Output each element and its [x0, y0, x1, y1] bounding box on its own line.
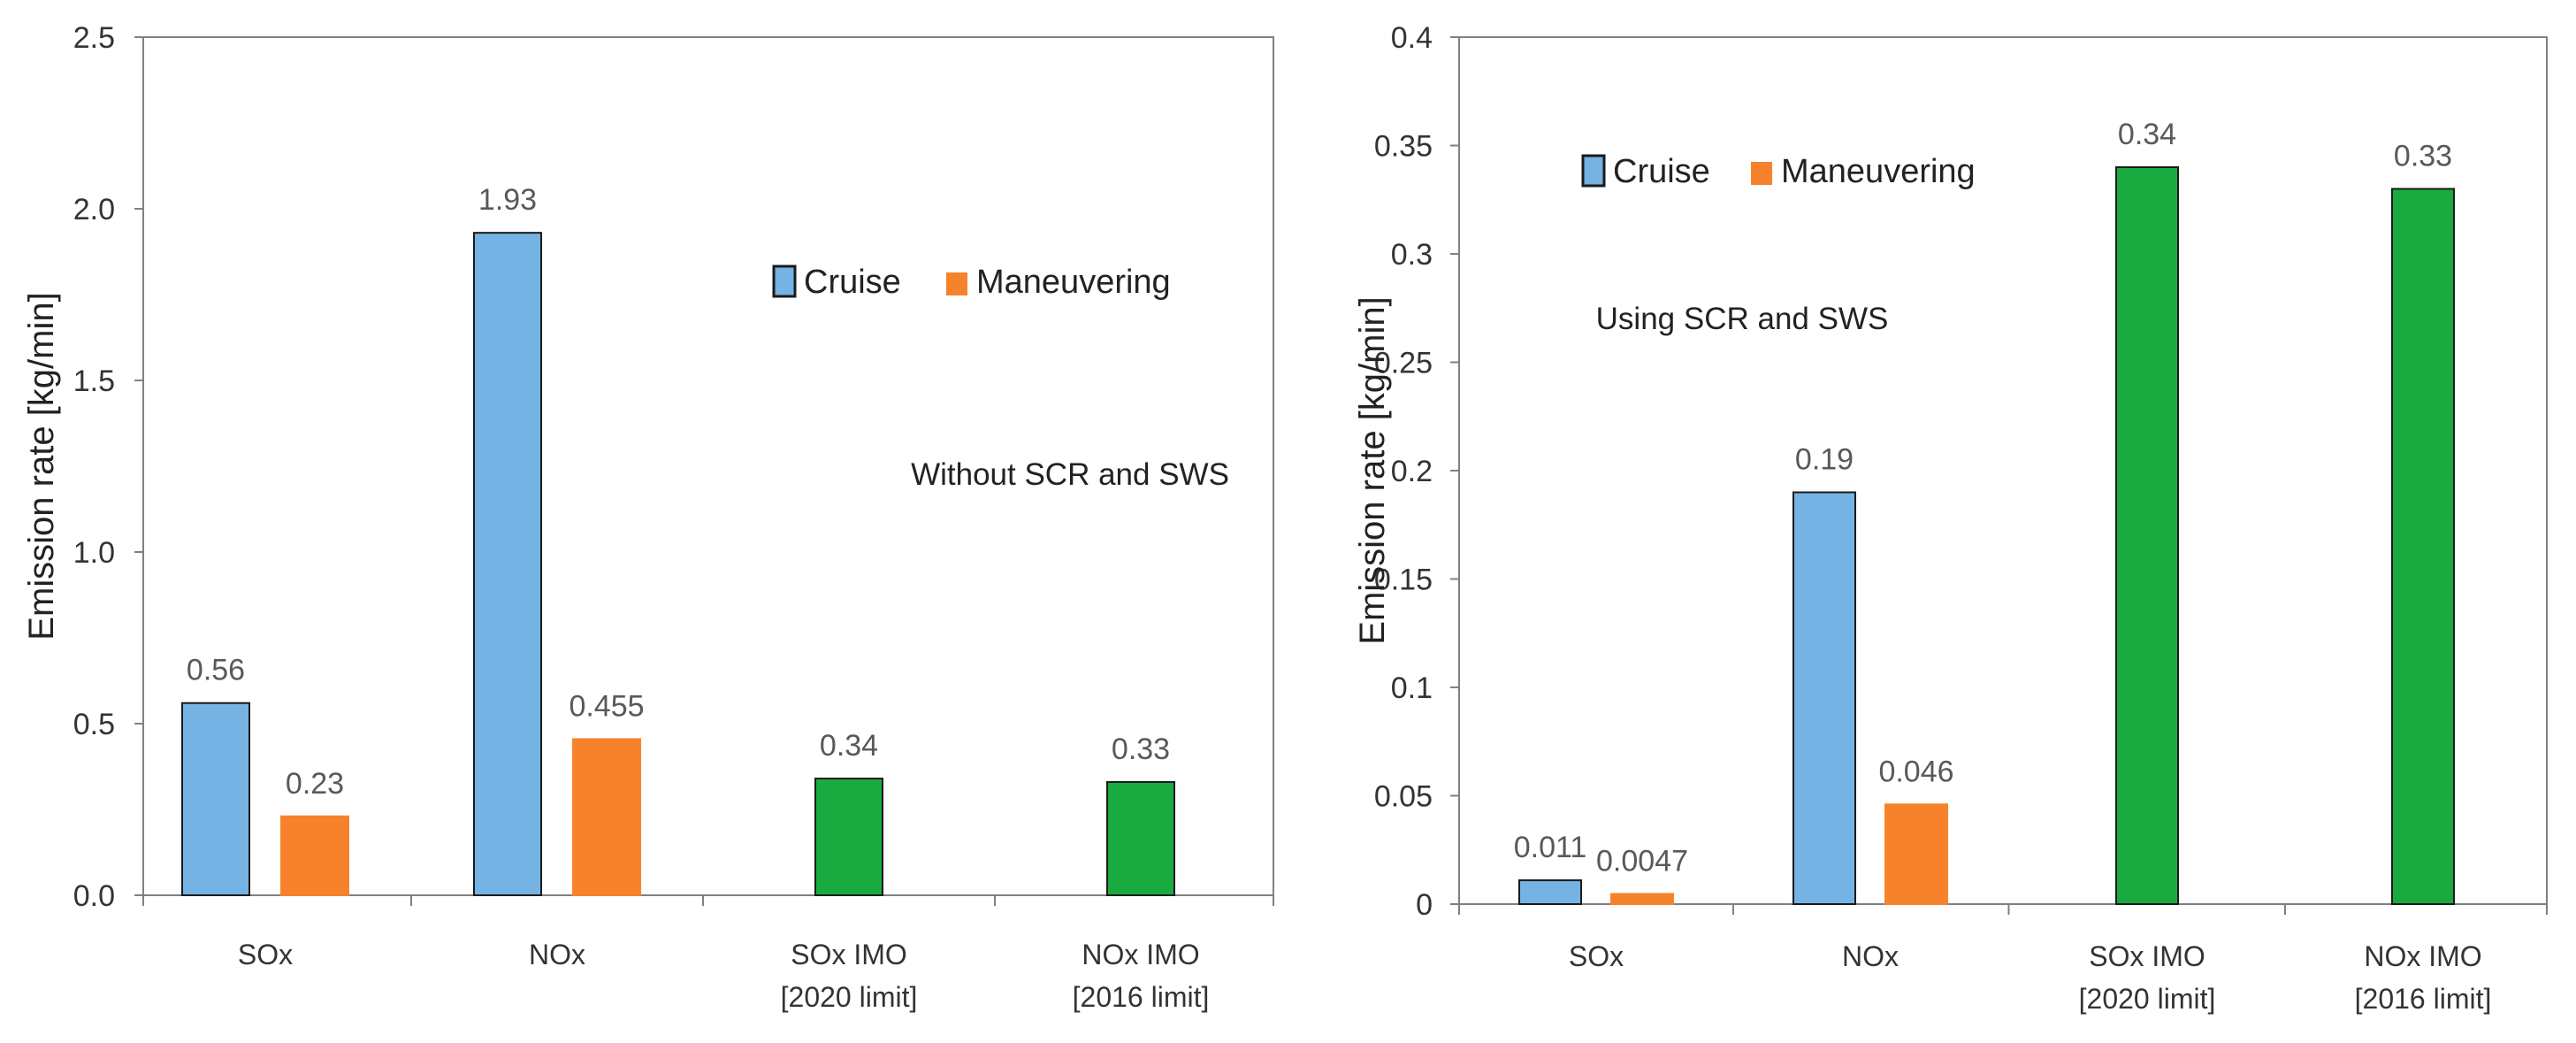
x-category-label: SOx IMO	[2089, 940, 2205, 972]
bar-maneuvering	[280, 815, 349, 897]
y-tick-label: 0.0	[73, 879, 115, 913]
y-tick-label: 1.0	[73, 536, 115, 570]
bar-cruise	[473, 232, 542, 897]
y-tick-label: 2.0	[73, 193, 115, 226]
legend-label-cruise: Cruise	[1613, 153, 1710, 190]
y-tick-label: 1.5	[73, 364, 115, 398]
chart-without-scr: 0.0 0.5 1.0 1.5 2.0 2.5 Emission rate [kg/min]…	[22, 21, 1274, 1013]
bar-cruise	[181, 702, 250, 896]
y-tick-label: 0.35	[1374, 130, 1433, 164]
x-category-label-line2: [2016 limit]	[2355, 983, 2492, 1015]
x-category-label: SOx IMO	[791, 939, 907, 970]
legend-label-maneuvering: Maneuvering	[976, 264, 1171, 301]
legend-swatch-cruise	[1581, 154, 1606, 188]
bar-imo	[1106, 780, 1175, 897]
legend: Cruise Maneuvering	[772, 264, 1171, 301]
legend: Cruise Maneuvering	[1581, 153, 1976, 190]
y-tick-label: 0.5	[73, 708, 115, 741]
chart-annotation: Using SCR and SWS	[1596, 302, 1889, 336]
chart-using-scr: 0 0.05 0.1 0.15 0.2 0.25 0.3 0.35 0.4 Emission ra…	[1353, 21, 2548, 1015]
data-label: 0.34	[2118, 118, 2176, 151]
plot-frame	[142, 36, 1274, 896]
bar-cruise	[1518, 879, 1582, 905]
x-category-label: SOx	[1569, 940, 1624, 972]
y-tick-label: 0.05	[1374, 780, 1433, 814]
legend-label-cruise: Cruise	[804, 264, 901, 301]
y-tick-label: 0.4	[1391, 21, 1433, 55]
y-tick-label: 0.3	[1391, 238, 1433, 272]
x-category-label-line2: [2020 limit]	[2079, 983, 2216, 1015]
legend-label-maneuvering: Maneuvering	[1781, 153, 1976, 190]
bar-maneuvering	[572, 738, 641, 897]
y-axis-label: Emission rate [kg/min]	[1353, 296, 1392, 644]
data-label: 1.93	[478, 183, 537, 217]
data-label: 0.0047	[1596, 844, 1688, 878]
bar-imo	[2391, 188, 2455, 905]
x-category-label: NOx IMO	[2364, 940, 2481, 972]
bar-maneuvering	[1610, 893, 1674, 905]
y-axis-label: Emission rate [kg/min]	[22, 292, 61, 640]
data-label: 0.33	[2394, 140, 2452, 173]
bar-cruise	[1792, 491, 1856, 905]
x-category-label: NOx	[1842, 940, 1899, 972]
data-label: 0.046	[1878, 755, 1953, 788]
data-label: 0.23	[286, 767, 344, 801]
x-category-label: NOx IMO	[1082, 939, 1199, 970]
data-label: 0.19	[1795, 443, 1854, 477]
bar-imo	[814, 778, 883, 897]
legend-swatch-cruise	[772, 265, 797, 298]
y-tick-label: 0.1	[1391, 671, 1433, 705]
data-label: 0.455	[569, 689, 644, 723]
y-tick-label: 0	[1416, 888, 1433, 922]
data-label: 0.33	[1112, 732, 1170, 766]
data-label: 0.56	[187, 654, 245, 687]
y-tick-label: 2.5	[73, 21, 115, 55]
data-label: 0.011	[1514, 831, 1587, 864]
y-tick-label: 0.2	[1391, 455, 1433, 488]
x-category-label-line2: [2016 limit]	[1073, 981, 1210, 1013]
y-tick-label: 0.25	[1374, 347, 1433, 380]
bar-maneuvering	[1884, 803, 1948, 905]
bar-imo	[2115, 166, 2179, 905]
legend-swatch-maneuvering	[1751, 162, 1772, 185]
chart-annotation: Without SCR and SWS	[911, 457, 1229, 492]
y-tick-label: 0.15	[1374, 564, 1433, 597]
data-label: 0.34	[820, 729, 878, 763]
x-category-label: SOx	[238, 939, 293, 970]
x-category-label-line2: [2020 limit]	[781, 981, 918, 1013]
x-category-label: NOx	[529, 939, 585, 970]
legend-swatch-maneuvering	[946, 272, 967, 295]
